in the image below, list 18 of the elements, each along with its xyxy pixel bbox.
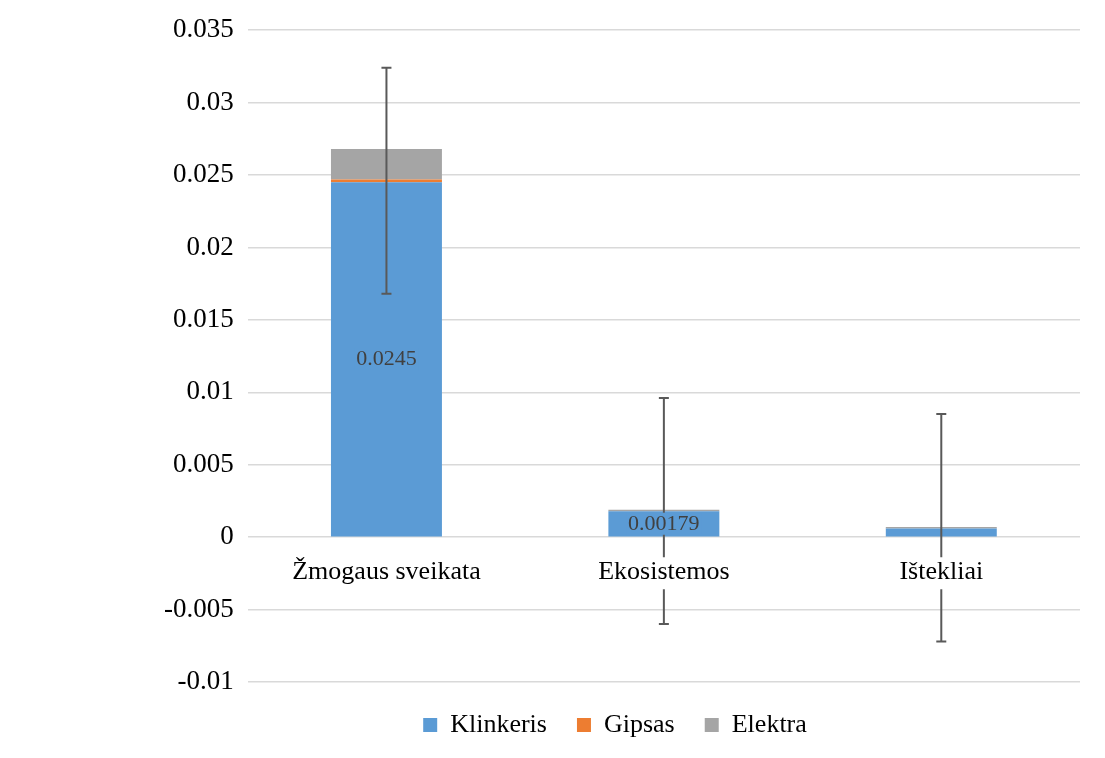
y-tick-label: 0.035 bbox=[172, 13, 234, 44]
legend-label: Elektra bbox=[731, 708, 808, 738]
y-tick-label: -0.01 bbox=[177, 665, 234, 696]
y-tick-label: 0.015 bbox=[172, 302, 234, 333]
y-tick-label: -0.005 bbox=[163, 592, 234, 623]
y-tick-label: 0 bbox=[220, 520, 234, 551]
data-label: 0.0245 bbox=[356, 345, 417, 371]
y-tick-label: 0.02 bbox=[186, 230, 234, 261]
data-label: 0.00179 bbox=[628, 509, 700, 535]
legend-label: Gipsas bbox=[603, 708, 675, 738]
x-tick-label: Ištekliai bbox=[899, 555, 984, 585]
legend-label: Klinkeris bbox=[450, 708, 547, 738]
y-tick-label: 0.005 bbox=[172, 447, 234, 478]
y-tick-label: 0.025 bbox=[172, 158, 234, 189]
y-tick-label: 0.03 bbox=[186, 85, 234, 116]
x-tick-label: Ekosistemos bbox=[598, 555, 730, 585]
y-tick-label: 0.01 bbox=[186, 375, 234, 406]
x-tick-label: Žmogaus sveikata bbox=[292, 555, 482, 585]
